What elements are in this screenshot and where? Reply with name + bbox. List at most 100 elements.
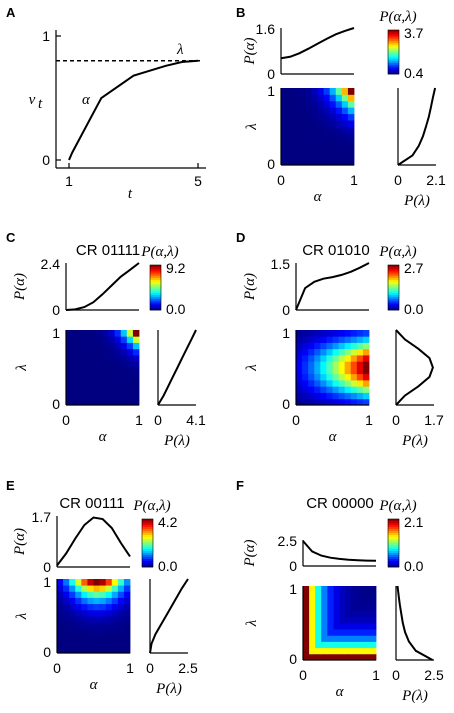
heatmap-cell	[105, 597, 113, 605]
heatmap-cell	[66, 330, 73, 337]
colorbar-segment	[388, 291, 399, 294]
heatmap-cell	[339, 592, 346, 599]
marginal-alpha-tick: 0	[52, 302, 60, 318]
heatmap-cell	[326, 392, 333, 400]
heatmap-cell	[299, 100, 306, 108]
heatmap-cell	[87, 622, 94, 629]
heatmap-cell	[108, 386, 116, 393]
marginal-lambda-curve	[157, 329, 197, 406]
heatmap-cell	[87, 628, 94, 635]
heatmap-cell	[117, 616, 125, 623]
heatmap-cell	[347, 126, 355, 134]
heatmap-cell	[350, 373, 358, 381]
heatmap-cell	[108, 330, 116, 337]
colorbar-segment	[142, 533, 153, 536]
heatmap-cell	[351, 629, 359, 636]
heatmap-cell	[87, 646, 94, 654]
heatmap-cell	[314, 330, 321, 337]
heatmap-cell	[57, 628, 64, 635]
heatmap-cell	[281, 120, 288, 127]
heatmap-cell	[120, 330, 128, 337]
heatmap-cell	[356, 348, 364, 356]
heatmap-cell	[305, 107, 312, 115]
heatmap-cell	[66, 336, 73, 343]
heatmap-x-tick: 0	[62, 412, 70, 428]
heatmap-cell	[314, 348, 321, 356]
heatmap-cell	[311, 139, 318, 147]
colorbar-segment	[388, 44, 399, 47]
heatmap-cell	[66, 367, 73, 375]
colorbar-segment	[388, 565, 399, 568]
heatmap-cell	[57, 591, 64, 598]
colorbar-segment	[388, 270, 399, 273]
colorbar-segment	[388, 543, 399, 546]
heatmap-cell	[314, 361, 321, 368]
panel-label: B	[236, 5, 245, 20]
colorbar-segment	[142, 563, 153, 566]
heatmap-cell	[341, 126, 349, 134]
heatmap-cell	[87, 634, 94, 642]
y-axis-label-subscript: t	[38, 96, 43, 112]
heatmap-cell	[323, 107, 331, 115]
colorbar-segment	[150, 281, 161, 285]
heatmap-y-tick: 1	[43, 574, 51, 590]
heatmap-cell	[57, 585, 64, 592]
heatmap-cell	[69, 585, 76, 592]
heatmap-cell	[321, 623, 328, 630]
colorbar-segment	[150, 266, 161, 270]
heatmap-cell	[96, 336, 103, 343]
heatmap-cell	[57, 579, 64, 586]
heatmap-cell	[114, 373, 122, 381]
heatmap-cell	[320, 392, 327, 400]
heatmap-cell	[362, 392, 370, 400]
heatmap-cell	[78, 361, 85, 368]
heatmap-x-tick: 1	[365, 412, 373, 428]
heatmap-cell	[281, 113, 288, 121]
heatmap-cell	[333, 653, 340, 661]
heatmap-cell	[326, 355, 333, 362]
heatmap-cell	[111, 603, 119, 611]
heatmap-cell	[315, 616, 322, 624]
heatmap-cell	[329, 139, 337, 147]
heatmap-cell	[339, 598, 346, 605]
heatmap-cell	[315, 635, 322, 642]
heatmap-cell	[102, 336, 109, 343]
heatmap-cell	[120, 361, 128, 368]
heatmap-cell	[114, 330, 122, 337]
heatmap-cell	[332, 380, 339, 387]
heatmap-cell	[341, 139, 349, 147]
heatmap-cell	[338, 398, 346, 406]
heatmap-cell	[356, 330, 364, 337]
marginal-lambda-tick: 4.1	[186, 412, 206, 428]
heatmap-cell	[341, 88, 349, 95]
colorbar-frame	[149, 264, 162, 311]
heatmap-cell	[305, 88, 312, 95]
colorbar-frame	[387, 518, 400, 568]
marginal-alpha-label: P(α)	[242, 37, 258, 65]
heatmap-cell	[117, 634, 125, 642]
heatmap-cell	[362, 336, 370, 343]
heatmap-x-tick: 1	[126, 660, 134, 676]
heatmap-cell	[281, 126, 288, 134]
heatmap-cell	[315, 592, 322, 599]
heatmap-cell	[314, 355, 321, 362]
heatmap-cell	[338, 348, 346, 356]
heatmap-cell	[72, 392, 79, 400]
heatmap-cell	[363, 598, 371, 605]
heatmap-cell	[323, 126, 331, 134]
colorbar-segment	[150, 274, 161, 277]
heatmap-cell	[329, 145, 337, 153]
heatmap-cell	[341, 107, 349, 115]
heatmap-cell	[351, 647, 359, 655]
heatmap-cell	[344, 336, 352, 343]
heatmap-cell	[309, 623, 316, 630]
colorbar-segment	[388, 557, 399, 560]
heatmap-cell	[99, 622, 107, 629]
heatmap-cell	[123, 597, 131, 605]
heatmap-cell	[357, 641, 365, 649]
heatmap-cell	[320, 398, 327, 406]
heatmap-cell	[345, 641, 353, 649]
heatmap-cell	[120, 336, 128, 343]
heatmap-cell	[303, 598, 310, 605]
heatmap-cell	[308, 342, 315, 350]
